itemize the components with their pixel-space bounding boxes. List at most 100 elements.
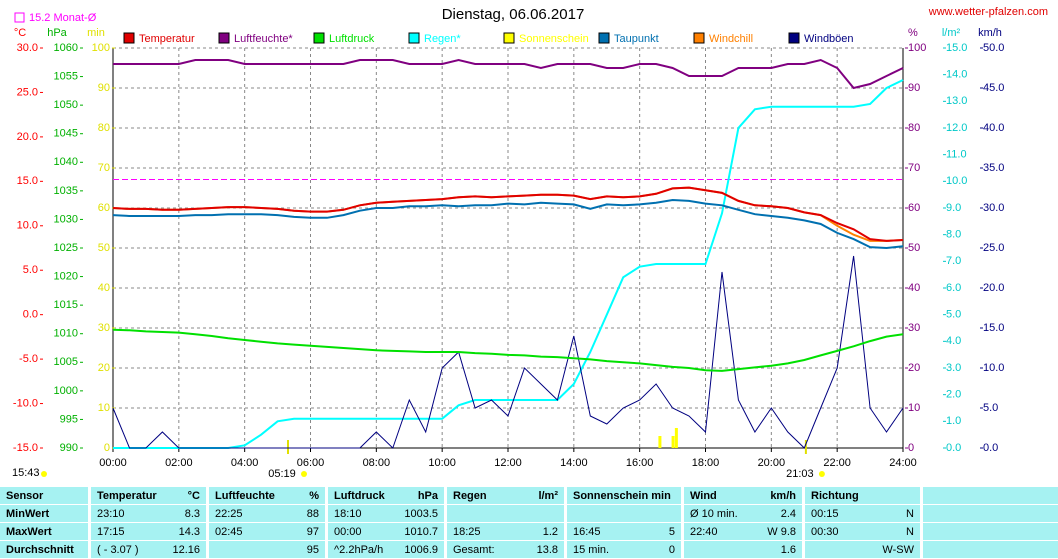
cell-text: N	[906, 525, 914, 538]
legend-label: Windböen	[804, 33, 854, 45]
y-tick-label: 60	[98, 202, 110, 214]
sunshine-bar	[658, 436, 662, 448]
table-cell: Durchschnitt	[0, 541, 88, 558]
y-tick-label: 50	[908, 242, 920, 254]
legend-swatch	[313, 32, 325, 44]
cell-text: l/m²	[538, 489, 558, 502]
y-tick-label: 15.0	[946, 42, 967, 54]
table-cell: MaxWert	[0, 523, 88, 540]
y-tick-label: 40	[98, 282, 110, 294]
legend-label: Luftdruck	[329, 33, 375, 45]
cell-text: Sensor	[6, 489, 44, 502]
table-cell: 23:10 8.3	[91, 505, 206, 522]
y-tick-label: 3.0	[946, 362, 961, 374]
series-line	[112, 198, 904, 250]
table-cell: Regen l/m²	[447, 487, 564, 504]
cell-text: 8.3	[184, 507, 200, 520]
table-cell: 15 min. 0	[567, 541, 681, 558]
cell-text: 22:40	[690, 525, 718, 538]
x-tick-label: 08:00	[363, 457, 391, 469]
cell-text: 5	[668, 525, 675, 538]
cell-text: 2.4	[780, 507, 796, 520]
y-tick-label: 90	[908, 82, 920, 94]
legend-swatch	[788, 32, 800, 44]
y-tick-label: 1035	[54, 185, 78, 197]
sun-time: 21:03	[786, 468, 814, 480]
y-tick-label: 15.0	[17, 175, 38, 187]
legend-swatch	[503, 32, 515, 44]
table-cell: Temperatur °C	[91, 487, 206, 504]
x-tick-label: 18:00	[692, 457, 720, 469]
cell-text: 02:45	[215, 525, 243, 538]
axis-unit: %	[908, 27, 918, 39]
cell-text: °C	[187, 489, 200, 502]
y-tick-label: 20	[908, 362, 920, 374]
table-cell: Wind km/h	[684, 487, 802, 504]
cell-text: 16:45	[573, 525, 601, 538]
x-tick-label: 00:00	[99, 457, 127, 469]
cell-text: 22:25	[215, 507, 243, 520]
series-line	[113, 58, 904, 90]
cell-text: 00:00	[334, 525, 362, 538]
y-tick-label: 995	[60, 413, 78, 425]
legend-label: Regen*	[424, 33, 461, 45]
sun-time: 05:19	[268, 468, 296, 480]
legend-label: Windchill	[709, 33, 753, 45]
y-tick-label: 1040	[54, 156, 78, 168]
updated-time: 15:43	[12, 467, 40, 479]
cell-text: Luftfeuchte	[215, 489, 275, 502]
cell-text: 18:25	[453, 525, 481, 538]
table-cell: 95	[209, 541, 325, 558]
cell-text: Durchschnitt	[6, 543, 74, 556]
table-cell	[923, 523, 1058, 540]
legend-label: Temperatur	[139, 33, 195, 45]
x-tick-label: 20:00	[758, 457, 786, 469]
series-line	[112, 328, 904, 372]
y-tick-label: 10.0	[17, 220, 38, 232]
cell-text: 15 min.	[573, 543, 610, 556]
avg-icon	[14, 12, 25, 23]
y-tick-label: 35.0	[983, 162, 1004, 174]
y-tick-label: 8.0	[946, 229, 961, 241]
y-tick-label: 70	[908, 162, 920, 174]
y-tick-label: 30.0	[17, 42, 38, 54]
y-tick-label: 40	[908, 282, 920, 294]
table-cell: 17:15 14.3	[91, 523, 206, 540]
chart: Dienstag, 06.06.2017 www.wetter-pfalzen.…	[12, 6, 1048, 480]
table-cell: 00:00 1010.7	[328, 523, 444, 540]
y-tick-label: 1055	[54, 70, 78, 82]
y-tick-label: 5.0	[23, 264, 38, 276]
legend-label: Luftfeuchte*	[234, 33, 293, 45]
axis-unit: hPa	[47, 27, 67, 39]
y-tick-label: 1015	[54, 299, 78, 311]
sun-icon	[41, 471, 47, 477]
cell-text: 0	[668, 543, 675, 556]
y-tick-label: -10.0	[13, 397, 38, 409]
cell-text: W-SW	[882, 543, 914, 556]
cell-text: Gesamt:	[453, 543, 495, 556]
cell-text: hPa	[417, 489, 438, 502]
y-tick-label: 11.0	[946, 149, 967, 161]
y-tick-label: 10.0	[946, 175, 967, 187]
table-cell: W-SW	[805, 541, 920, 558]
table-cell: Luftdruck hPa	[328, 487, 444, 504]
cell-text: 23:10	[97, 507, 125, 520]
cell-text: Temperatur	[97, 489, 157, 502]
y-tick-label: 1005	[54, 356, 78, 368]
y-tick-label: 30	[908, 322, 920, 334]
cell-text: 14.3	[178, 525, 200, 538]
y-tick-label: 2.0	[946, 389, 961, 401]
legend-label: Taupunkt	[614, 33, 659, 45]
table-cell: Sensor	[0, 487, 88, 504]
summary-table: Sensor Temperatur °C Luftfeuchte% Luftdruck h…	[0, 487, 1058, 559]
x-tick-label: 24:00	[889, 457, 917, 469]
y-tick-label: 13.0	[946, 95, 967, 107]
legend-swatch	[123, 32, 135, 44]
y-tick-label: 1.0	[946, 415, 961, 427]
x-tick-label: 10:00	[428, 457, 456, 469]
y-tick-label: 30	[98, 322, 110, 334]
cell-text: Luftdruck	[334, 489, 385, 502]
y-tick-label: 4.0	[946, 335, 961, 347]
table-cell	[923, 505, 1058, 522]
